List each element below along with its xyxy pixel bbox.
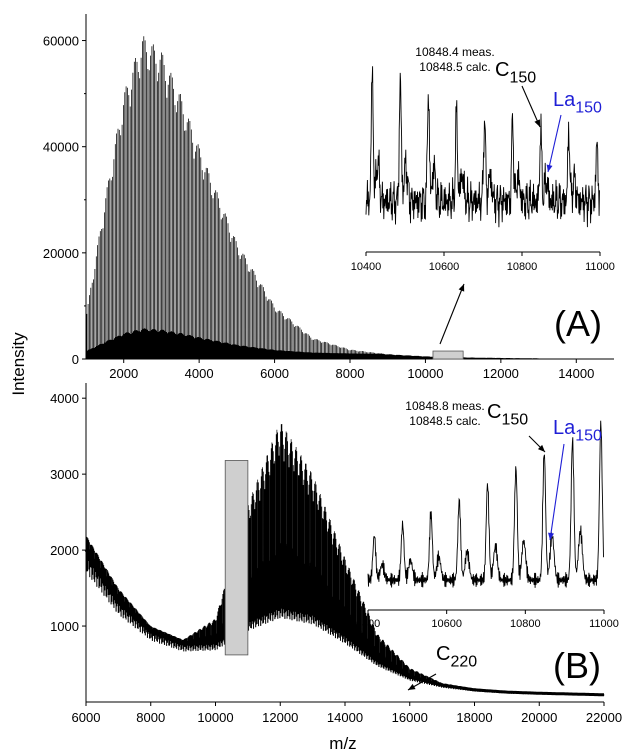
panel-label-b: (B) [553, 645, 601, 686]
inset-b-trace [367, 420, 604, 588]
x-tick-label-b: 20000 [521, 710, 557, 725]
x-tick-label-b: 6000 [72, 710, 101, 725]
zoom-arrow-a-shaft [439, 283, 465, 345]
x-tick-label-b: 16000 [392, 710, 428, 725]
inset-a: 10400 10600 10800 11000 10848.4 meas.10848.5… [351, 45, 615, 273]
x-tick-label-b: 12000 [262, 710, 298, 725]
x-tick-label-a: 10000 [407, 366, 443, 381]
panel-label-a: (A) [554, 303, 602, 344]
inset-b-c150-arrow [528, 435, 546, 453]
c220-label: C220 [436, 643, 477, 670]
inset-a-annotation-2: 10848.5 calc. [419, 60, 490, 74]
inset-b: 0400 10600 10800 11000 10848.8 meas.10848.5 … [356, 399, 619, 630]
inset-b-la150-arrow [548, 443, 565, 541]
inset-b-c150-arrow-head [537, 444, 545, 452]
panel-b: 1000 2000 3000 4000 6000 8000 10000 12000 14000 1… [50, 383, 622, 725]
inset-a-la150-arrow-head [546, 164, 553, 172]
c220-arrow [407, 673, 437, 691]
y-tick-label-b: 1000 [50, 619, 79, 634]
x-tick-label-a: 2000 [109, 366, 138, 381]
y-tick-label-b: 4000 [50, 391, 79, 406]
inset-b-x-tick-label: 0400 [356, 618, 380, 630]
x-tick-label-b: 22000 [586, 710, 622, 725]
x-tick-label-b: 18000 [456, 710, 492, 725]
highlight-box-b [224, 460, 249, 656]
inset-a-x-tick-label: 11000 [585, 261, 615, 273]
inset-b-la150-label: La150 [553, 417, 602, 444]
inset-a-la150-arrow-shaft [547, 114, 562, 173]
zoom-arrow-a-head [458, 284, 465, 292]
inset-a-trace [365, 66, 600, 228]
inset-a-c150-arrow-shaft [521, 85, 541, 128]
x-axis-label: m/z [329, 734, 356, 753]
inset-b-la150-arrow-head [548, 532, 554, 540]
c220-arrow-head [408, 683, 416, 690]
panel-a: 0 20000 40000 60000 2000 4000 6000 8000 10000 120… [43, 14, 615, 381]
y-tick-label-a: 20000 [43, 246, 79, 261]
inset-a-c150-arrow-head [534, 119, 540, 127]
y-axis-label: Intensity [9, 332, 28, 396]
inset-a-x-tick-label: 10400 [351, 261, 382, 273]
y-tick-label-a: 0 [72, 352, 79, 367]
inset-b-x-tick-label: 11000 [589, 618, 619, 630]
spectrum-b-baseline [84, 549, 604, 697]
inset-b-annotation-1: 10848.8 meas. [405, 399, 484, 413]
x-tick-label-a: 14000 [558, 366, 594, 381]
zoom-arrow-a [439, 283, 465, 345]
inset-b-x-tick-label: 10600 [431, 618, 462, 630]
x-tick-label-b: 10000 [197, 710, 233, 725]
inset-a-annotation-1: 10848.4 meas. [415, 45, 494, 59]
inset-a-x-tick-label: 10800 [507, 261, 538, 273]
inset-a-c150-arrow [521, 85, 541, 128]
x-tick-label-a: 12000 [483, 366, 519, 381]
y-tick-label-b: 3000 [50, 467, 79, 482]
x-tick-label-a: 6000 [260, 366, 289, 381]
figure-labels: Intensity m/z [9, 332, 357, 753]
x-tick-label-b: 8000 [136, 710, 165, 725]
y-tick-label-a: 60000 [43, 34, 79, 49]
highlight-box-a [432, 350, 464, 360]
y-tick-label-a: 40000 [43, 140, 79, 155]
inset-b-x-tick-label: 10800 [510, 618, 541, 630]
inset-a-la150-label: La150 [553, 89, 602, 116]
inset-b-la150-arrow-shaft [549, 443, 565, 541]
spectrum-a-baseline-hump [85, 339, 274, 354]
y-tick-label-b: 2000 [50, 543, 79, 558]
inset-b-c150-label: C150 [487, 401, 528, 428]
x-tick-label-a: 8000 [336, 366, 365, 381]
x-tick-label-a: 4000 [185, 366, 214, 381]
inset-b-annotation-2: 10848.5 calc. [409, 414, 480, 428]
inset-a-c150-label: C150 [495, 59, 536, 86]
inset-a-x-tick-label: 10600 [429, 261, 460, 273]
inset-a-la150-arrow [546, 114, 562, 173]
x-tick-label-b: 14000 [327, 710, 363, 725]
